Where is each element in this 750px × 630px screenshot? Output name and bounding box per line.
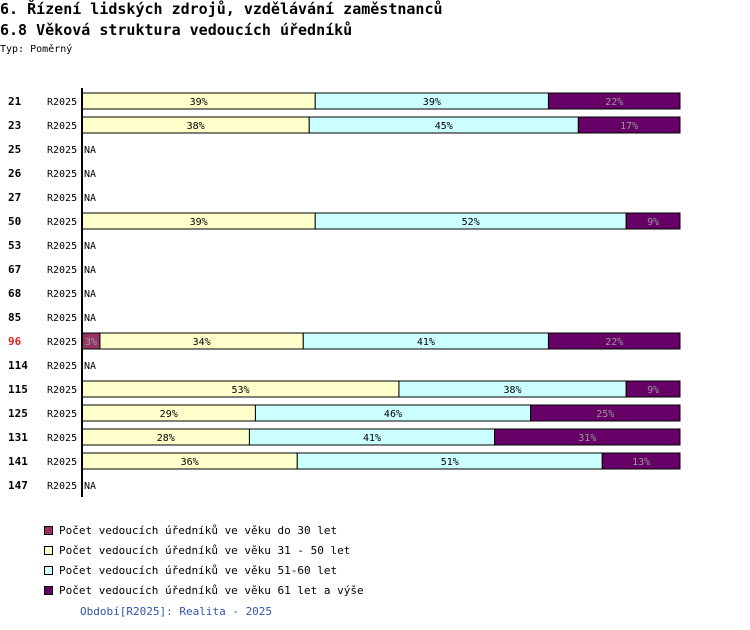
row-label: 114 bbox=[8, 359, 28, 372]
na-label: NA bbox=[84, 481, 96, 492]
row-label: 67 bbox=[8, 263, 21, 276]
period-label: R2025 bbox=[47, 217, 77, 228]
data-label: 45% bbox=[435, 121, 453, 132]
row-label: 25 bbox=[8, 143, 21, 156]
period-label: R2025 bbox=[47, 289, 77, 300]
data-label: 38% bbox=[504, 385, 522, 396]
period-label: R2025 bbox=[47, 265, 77, 276]
period-label: R2025 bbox=[47, 97, 77, 108]
data-label: 39% bbox=[190, 97, 208, 108]
period-label: R2025 bbox=[47, 313, 77, 324]
data-label: 22% bbox=[605, 337, 623, 348]
period-label: R2025 bbox=[47, 409, 77, 420]
row-label: 115 bbox=[8, 383, 28, 396]
legend-item-do30: Počet vedoucích úředníků ve věku do 30 l… bbox=[44, 520, 364, 540]
chart-type-label: Typ: Poměrný bbox=[0, 44, 73, 55]
data-label: 41% bbox=[363, 433, 381, 444]
data-label: 34% bbox=[193, 337, 211, 348]
legend-label-31-50: Počet vedoucích úředníků ve věku 31 - 50… bbox=[59, 543, 351, 557]
legend-label-do30: Počet vedoucích úředníků ve věku do 30 l… bbox=[59, 523, 338, 537]
bar-segment bbox=[577, 116, 681, 134]
row-label: 53 bbox=[8, 239, 21, 252]
period-label: R2025 bbox=[47, 169, 77, 180]
row-label: 125 bbox=[8, 407, 28, 420]
data-label: 39% bbox=[423, 97, 441, 108]
row-label: 50 bbox=[8, 215, 21, 228]
bar-segment bbox=[547, 332, 681, 350]
data-label: 3% bbox=[85, 337, 97, 348]
stacked-bar-chart: 21 R2025 39% 39% 22% 23 R2025 38% 45% 17% 25 R2025 N… bbox=[8, 88, 681, 497]
legend-swatch-do30 bbox=[44, 525, 53, 535]
bar-segment bbox=[494, 428, 681, 446]
row-label: 96 bbox=[8, 335, 22, 348]
page-title: 6. Řízení lidských zdrojů, vzdělávání za… bbox=[0, 0, 443, 18]
period-label: R2025 bbox=[47, 433, 77, 444]
bar-segment bbox=[625, 380, 681, 398]
na-label: NA bbox=[84, 313, 96, 324]
row-label: 21 bbox=[8, 95, 22, 108]
legend-swatch-31-50 bbox=[44, 545, 53, 555]
legend-item-61: Počet vedoucích úředníků ve věku 61 let … bbox=[44, 580, 364, 600]
data-label: 51% bbox=[441, 457, 459, 468]
bar-segment bbox=[530, 404, 681, 422]
legend-swatch-51-60 bbox=[44, 565, 53, 575]
data-label: 13% bbox=[632, 457, 650, 468]
data-label: 46% bbox=[384, 409, 402, 420]
legend-label-61: Počet vedoucích úředníků ve věku 61 let … bbox=[59, 583, 364, 597]
na-label: NA bbox=[84, 265, 96, 276]
data-label: 17% bbox=[620, 121, 638, 132]
data-label: 25% bbox=[596, 409, 614, 420]
row-label: 147 bbox=[8, 479, 28, 492]
legend: Počet vedoucích úředníků ve věku do 30 l… bbox=[44, 520, 364, 600]
bar-segment bbox=[547, 92, 681, 110]
period-label: R2025 bbox=[47, 481, 77, 492]
data-label: 9% bbox=[647, 385, 659, 396]
na-label: NA bbox=[84, 361, 96, 372]
data-label: 22% bbox=[605, 97, 623, 108]
legend-item-31-50: Počet vedoucích úředníků ve věku 31 - 50… bbox=[44, 540, 364, 560]
period-label: R2025 bbox=[47, 457, 77, 468]
na-label: NA bbox=[84, 169, 96, 180]
period-label: R2025 bbox=[47, 241, 77, 252]
legend-label-51-60: Počet vedoucích úředníků ve věku 51-60 l… bbox=[59, 563, 338, 577]
legend-swatch-61 bbox=[44, 585, 53, 595]
row-label: 23 bbox=[8, 119, 21, 132]
row-label: 27 bbox=[8, 191, 21, 204]
period-label: R2025 bbox=[47, 361, 77, 372]
period-label: R2025 bbox=[47, 145, 77, 156]
row-label: 85 bbox=[8, 311, 21, 324]
data-label: 9% bbox=[647, 217, 659, 228]
data-label: 39% bbox=[190, 217, 208, 228]
period-note: Období[R2025]: Realita - 2025 bbox=[80, 605, 273, 618]
row-label: 131 bbox=[8, 431, 28, 444]
row-label: 68 bbox=[8, 287, 21, 300]
data-label: 31% bbox=[578, 433, 596, 444]
data-label: 36% bbox=[181, 457, 199, 468]
data-label: 53% bbox=[231, 385, 249, 396]
data-label: 52% bbox=[462, 217, 480, 228]
legend-item-51-60: Počet vedoucích úředníků ve věku 51-60 l… bbox=[44, 560, 364, 580]
chart-title: 6.8 Věková struktura vedoucích úředníků bbox=[0, 21, 353, 39]
data-label: 28% bbox=[157, 433, 175, 444]
period-label: R2025 bbox=[47, 385, 77, 396]
na-label: NA bbox=[84, 241, 96, 252]
na-label: NA bbox=[84, 289, 96, 300]
data-label: 38% bbox=[187, 121, 205, 132]
data-label: 29% bbox=[160, 409, 178, 420]
bar-segment bbox=[601, 452, 681, 470]
period-label: R2025 bbox=[47, 121, 77, 132]
period-label: R2025 bbox=[47, 337, 77, 348]
period-label: R2025 bbox=[47, 193, 77, 204]
data-label: 41% bbox=[417, 337, 435, 348]
na-label: NA bbox=[84, 193, 96, 204]
na-label: NA bbox=[84, 145, 96, 156]
row-label: 26 bbox=[8, 167, 22, 180]
row-label: 141 bbox=[8, 455, 28, 468]
bar-segment bbox=[625, 212, 681, 230]
